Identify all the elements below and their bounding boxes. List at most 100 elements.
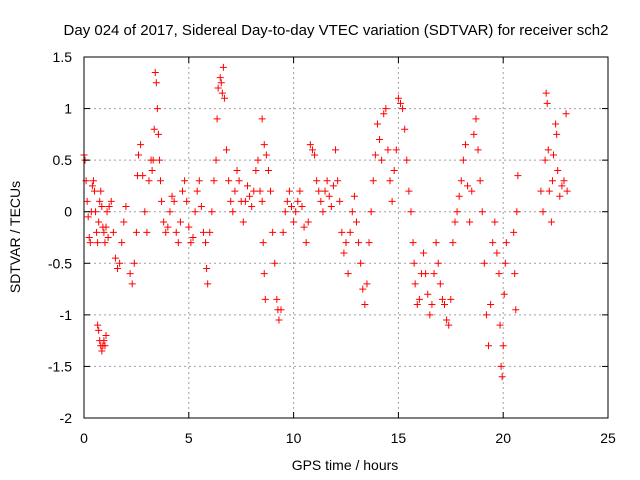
data-point <box>88 182 96 190</box>
data-point <box>231 187 239 195</box>
data-point <box>493 249 501 257</box>
data-point <box>128 280 136 288</box>
data-point <box>174 239 182 247</box>
data-point <box>510 228 518 236</box>
data-point <box>342 239 350 247</box>
data-point <box>118 239 126 247</box>
data-point <box>170 197 178 205</box>
data-point <box>466 218 474 226</box>
data-point <box>109 228 117 236</box>
data-point <box>373 120 381 128</box>
data-point <box>243 182 251 190</box>
data-point <box>302 239 310 247</box>
data-point <box>296 187 304 195</box>
data-point <box>436 280 444 288</box>
data-point <box>321 187 329 195</box>
data-point <box>89 177 97 185</box>
data-point <box>241 197 249 205</box>
data-point <box>478 208 486 216</box>
data-point <box>98 203 106 211</box>
data-point <box>453 208 461 216</box>
data-point <box>459 156 467 164</box>
data-point <box>256 187 264 195</box>
data-point <box>344 270 352 278</box>
data-point <box>220 94 228 102</box>
data-point <box>329 182 337 190</box>
data-point <box>498 373 506 381</box>
data-point <box>386 177 394 185</box>
data-point <box>199 228 207 236</box>
data-point <box>202 239 210 247</box>
data-point <box>292 208 300 216</box>
data-point <box>143 228 151 236</box>
data-point <box>130 259 138 267</box>
data-point <box>338 228 346 236</box>
data-point <box>229 208 237 216</box>
data-point <box>185 223 193 231</box>
data-point <box>306 141 314 149</box>
data-point <box>95 218 103 226</box>
data-point <box>560 177 568 185</box>
data-point <box>152 79 160 87</box>
data-point <box>213 115 221 123</box>
data-point <box>409 239 417 247</box>
data-point <box>558 182 566 190</box>
data-point <box>438 295 446 303</box>
data-point <box>554 166 562 174</box>
data-point <box>103 208 111 216</box>
data-point <box>189 234 197 241</box>
data-point <box>210 177 218 185</box>
data-point <box>394 94 402 102</box>
data-point <box>267 187 275 195</box>
data-point <box>298 203 306 211</box>
data-point <box>204 280 212 288</box>
data-point <box>102 223 110 231</box>
data-point <box>304 218 312 226</box>
data-point <box>260 270 268 278</box>
data-point <box>283 197 291 205</box>
data-point <box>100 228 108 236</box>
data-point <box>111 254 119 262</box>
data-point <box>154 130 162 138</box>
data-point <box>424 290 432 298</box>
data-point <box>350 192 358 200</box>
data-point <box>428 301 436 309</box>
data-point <box>84 213 92 221</box>
data-point <box>85 234 93 241</box>
data-points <box>80 63 571 381</box>
data-point <box>378 156 386 164</box>
data-point <box>137 141 145 149</box>
data-point <box>511 270 519 278</box>
grid-lines <box>84 57 608 418</box>
data-point <box>537 187 545 195</box>
data-point <box>122 203 130 211</box>
data-point <box>405 187 413 195</box>
data-point <box>489 239 497 247</box>
data-point <box>449 239 457 247</box>
data-point <box>491 218 499 226</box>
data-point <box>514 172 522 180</box>
data-point <box>223 146 231 154</box>
data-point <box>262 151 270 159</box>
data-point <box>151 68 159 76</box>
y-tick-label: -2 <box>60 410 73 426</box>
data-point <box>357 259 365 267</box>
data-point <box>139 172 147 180</box>
y-axis-label: SDTVAR / TECUs <box>7 181 23 293</box>
data-point <box>132 228 140 236</box>
data-point <box>430 270 438 278</box>
data-point <box>162 228 170 236</box>
data-point <box>542 89 550 97</box>
data-point <box>264 166 272 174</box>
data-point <box>150 125 158 133</box>
data-point <box>334 177 342 185</box>
data-point <box>214 84 222 92</box>
data-point <box>225 177 233 185</box>
data-point <box>447 295 455 303</box>
data-point <box>219 63 227 71</box>
data-point <box>476 177 484 185</box>
data-point <box>332 146 340 154</box>
data-point <box>83 197 91 205</box>
data-point <box>101 342 109 350</box>
data-point <box>235 177 243 185</box>
